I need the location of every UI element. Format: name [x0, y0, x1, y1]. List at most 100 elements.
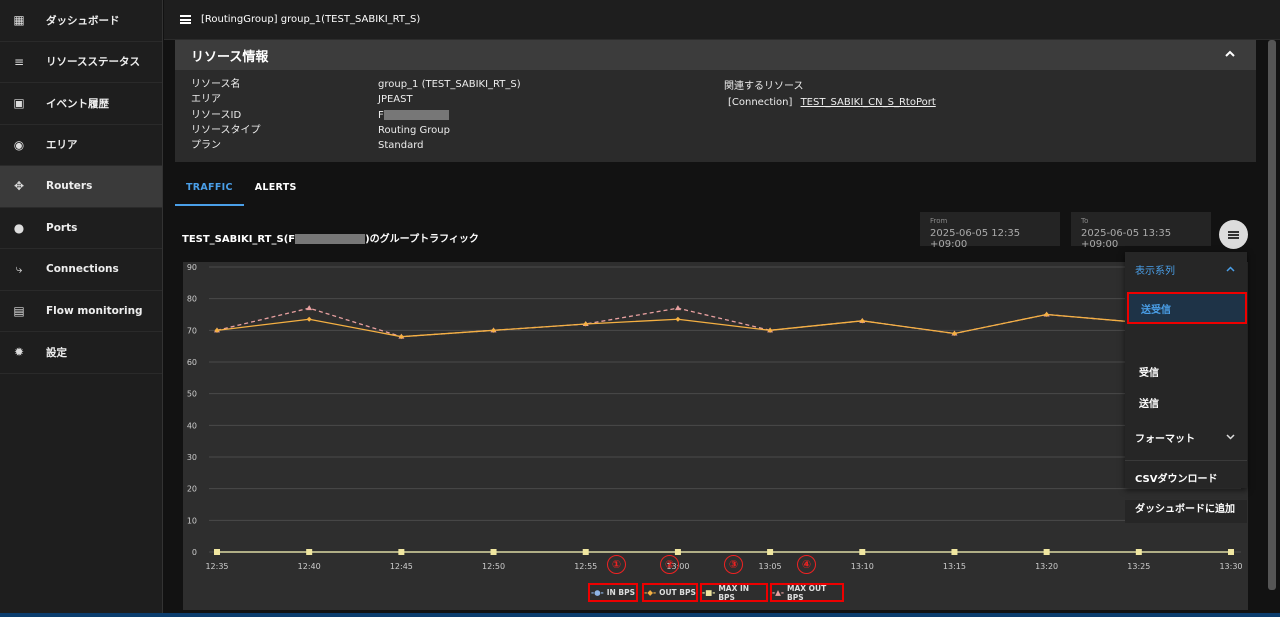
- annotation-2: ②: [660, 555, 679, 574]
- menu-icon: [1228, 230, 1239, 239]
- data-point: [767, 327, 773, 333]
- tab-traffic[interactable]: TRAFFIC: [175, 176, 244, 206]
- tab-alerts[interactable]: ALERTS: [254, 182, 297, 193]
- info-label-plan: プラン: [191, 140, 221, 152]
- sidebar-item-status-list[interactable]: ≡ リソースステータス: [0, 42, 162, 83]
- data-point: [859, 549, 866, 555]
- info-labels: リソース名 エリア リソースID リソースタイプ プラン: [191, 77, 261, 153]
- info-value-name: group_1 (TEST_SABIKI_RT_S): [378, 79, 521, 90]
- data-point: [306, 305, 313, 311]
- x-tick-label: 12:40: [298, 562, 321, 571]
- data-point: [1228, 549, 1234, 555]
- scrollbar[interactable]: [1268, 40, 1276, 590]
- data-point: [306, 549, 313, 555]
- to-value: 2025-06-05 13:35 +09:00: [1081, 228, 1172, 250]
- x-tick-label: 13:10: [851, 562, 874, 571]
- y-tick-label: 90: [187, 263, 197, 272]
- annotation-4: ④: [797, 555, 816, 574]
- sidebar-item-gear[interactable]: ✹ 設定: [0, 332, 162, 374]
- menu-section-format[interactable]: フォーマット: [1125, 430, 1247, 445]
- sidebar-item-toggle[interactable]: ● Ports: [0, 208, 162, 249]
- sidebar-item-label: イベント履歴: [46, 97, 109, 110]
- status-list-icon: ≡: [13, 54, 25, 69]
- y-tick-label: 20: [187, 485, 197, 494]
- sidebar-item-label: ダッシュボード: [46, 14, 120, 27]
- sidebar-item-label: Flow monitoring: [46, 304, 143, 317]
- sidebar-item-document[interactable]: ▤ Flow monitoring: [0, 291, 162, 332]
- document-icon: ▤: [13, 303, 25, 318]
- x-tick-label: 12:35: [205, 562, 228, 571]
- data-point: [1135, 549, 1142, 555]
- menu-section-series[interactable]: 表示系列: [1125, 252, 1247, 286]
- annotation-1: ①: [607, 555, 626, 574]
- data-point: [214, 327, 220, 333]
- page-title: [RoutingGroup] group_1(TEST_SABIKI_RT_S): [201, 14, 421, 25]
- data-point: [490, 549, 497, 555]
- x-tick-label: 13:15: [943, 562, 966, 571]
- gear-icon: ✹: [13, 345, 25, 360]
- sidebar-item-globe[interactable]: ◉ エリア: [0, 125, 162, 166]
- chevron-down-icon: [1226, 434, 1235, 440]
- menu-icon[interactable]: [180, 15, 191, 24]
- chart-menu-button[interactable]: [1219, 220, 1248, 249]
- menu-add-dashboard[interactable]: ダッシュボードに追加: [1125, 500, 1247, 523]
- globe-icon: ◉: [13, 137, 25, 152]
- data-point: [675, 316, 681, 322]
- chart-title: TEST_SABIKI_RT_S(F)のグループトラフィック: [182, 234, 479, 245]
- related-title: 関連するリソース: [724, 81, 804, 92]
- data-point: [767, 549, 774, 555]
- series-line-3: [216, 307, 1139, 338]
- legend-out-bps[interactable]: -◆- OUT BPS: [642, 583, 698, 602]
- data-point: [674, 305, 681, 311]
- related-link[interactable]: TEST_SABIKI_CN_S_RtoPort: [800, 97, 936, 108]
- info-value-type: Routing Group: [378, 124, 450, 136]
- toggle-icon: ●: [13, 220, 25, 235]
- legend-marker: -●-: [590, 588, 604, 597]
- menu-option-receive[interactable]: 受信: [1139, 368, 1159, 379]
- sidebar-item-router[interactable]: ✥ Routers: [0, 166, 162, 208]
- info-value-id: F: [378, 108, 521, 123]
- data-point: [1044, 312, 1050, 317]
- sidebar-item-label: Connections: [46, 263, 119, 276]
- from-value: 2025-06-05 12:35 +09:00: [930, 228, 1021, 250]
- data-point: [1043, 549, 1050, 555]
- sidebar: ▦ ダッシュボード ≡ リソースステータス ▣ イベント履歴 ◉ エリア ✥ Routers ● Po…: [0, 0, 163, 617]
- from-date-field[interactable]: From 2025-06-05 12:35 +09:00: [920, 212, 1060, 250]
- sidebar-item-label: Ports: [46, 221, 78, 234]
- x-tick-label: 12:50: [482, 562, 505, 571]
- sidebar-item-label: Routers: [46, 180, 93, 193]
- menu-option-send-receive[interactable]: 送受信: [1127, 292, 1247, 324]
- sidebar-item-calendar[interactable]: ▣ イベント履歴: [0, 83, 162, 125]
- menu-csv-download[interactable]: CSVダウンロード: [1135, 474, 1218, 485]
- legend-max-out-bps[interactable]: -▲- MAX OUT BPS: [770, 583, 844, 602]
- sidebar-item-grid[interactable]: ▦ ダッシュボード: [0, 0, 162, 42]
- sidebar-item-label: リソースステータス: [46, 56, 140, 69]
- redacted-block: [295, 234, 366, 244]
- chevron-up-icon[interactable]: [1224, 48, 1236, 60]
- y-tick-label: 10: [187, 516, 197, 525]
- menu-option-send[interactable]: 送信: [1139, 399, 1159, 410]
- sidebar-item-connection[interactable]: ⤷ Connections: [0, 249, 162, 291]
- info-values: group_1 (TEST_SABIKI_RT_S) JPEAST F Rout…: [378, 77, 521, 153]
- redacted-block: [383, 109, 449, 120]
- to-label: To: [1081, 217, 1089, 225]
- resource-info-header[interactable]: リソース情報: [175, 40, 1256, 70]
- info-value-plan: Standard: [378, 140, 424, 152]
- main-content: リソース情報 リソース名 エリア リソースID リソースタイプ プラン grou…: [164, 40, 1266, 617]
- bottom-strip: [0, 613, 1280, 617]
- x-tick-label: 13:05: [759, 562, 782, 571]
- data-point: [674, 549, 681, 555]
- info-value-area: JPEAST: [378, 94, 413, 106]
- y-tick-label: 0: [192, 548, 197, 557]
- data-point: [398, 334, 404, 340]
- annotation-3: ③: [724, 555, 743, 574]
- to-date-field[interactable]: To 2025-06-05 13:35 +09:00: [1071, 212, 1211, 250]
- legend-in-bps[interactable]: -●- IN BPS: [588, 583, 638, 602]
- x-tick-label: 13:25: [1127, 562, 1150, 571]
- tab-bar: TRAFFIC ALERTS: [175, 176, 308, 206]
- legend-max-in-bps[interactable]: -■- MAX IN BPS: [700, 583, 768, 602]
- info-label-name: リソース名: [191, 79, 241, 90]
- data-point: [306, 316, 312, 322]
- top-bar: [RoutingGroup] group_1(TEST_SABIKI_RT_S): [164, 0, 1280, 40]
- resource-info-title: リソース情報: [191, 49, 269, 65]
